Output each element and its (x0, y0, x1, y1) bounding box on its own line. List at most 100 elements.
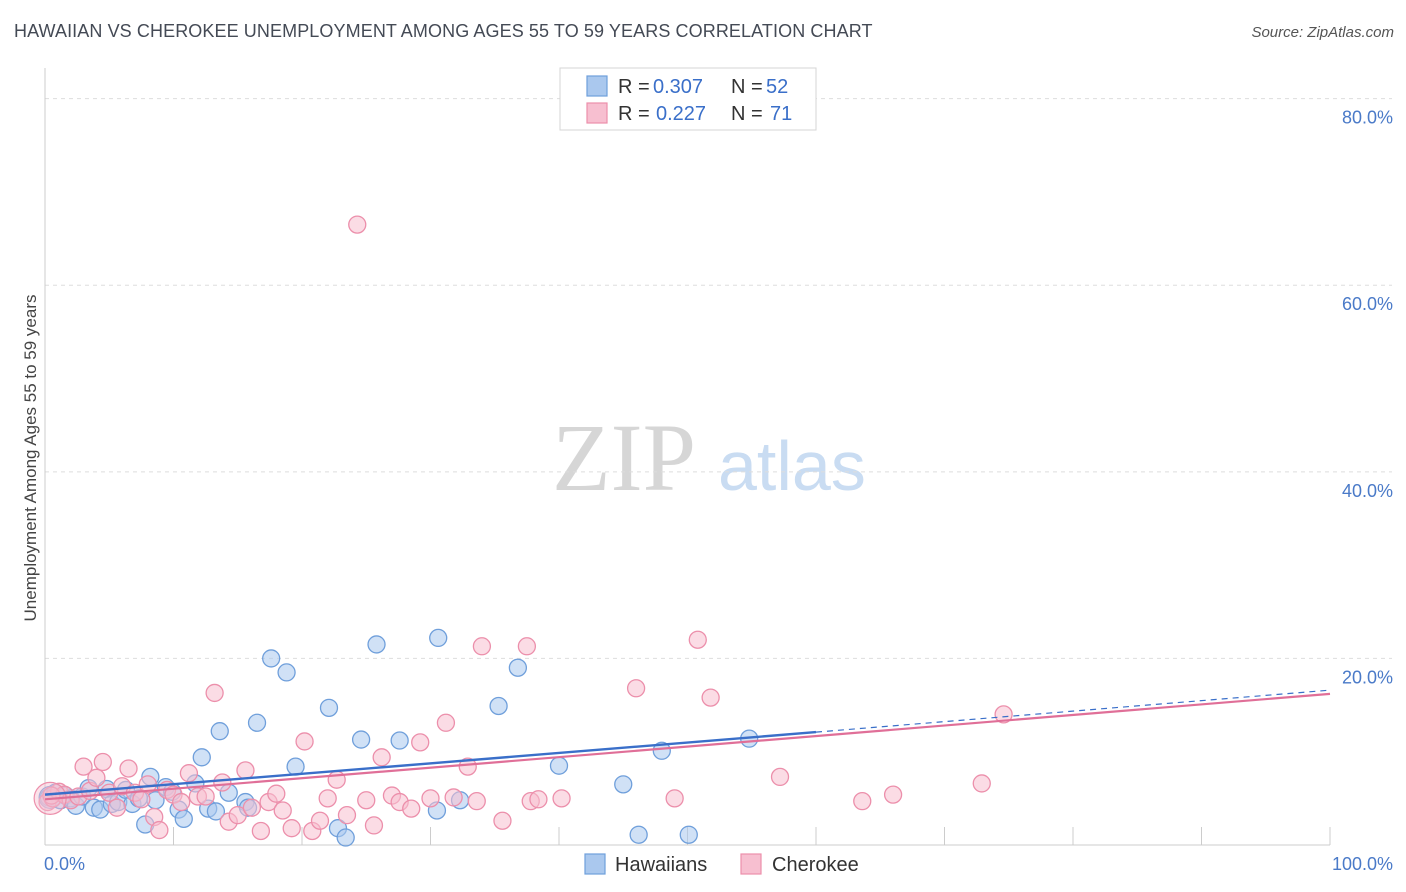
hawaiians-point (390, 731, 409, 750)
cherokee-point (411, 733, 430, 752)
hawaiians-point (429, 628, 448, 648)
tick-labels: 20.0% 40.0% 60.0% 80.0% 0.0% 100.0% (44, 108, 1393, 874)
cherokee-point (626, 679, 646, 698)
cherokee-point (853, 792, 872, 811)
hawaiians-point (629, 825, 648, 844)
cherokee-point (172, 792, 191, 812)
hawaiians-trend-line (44, 730, 817, 796)
cherokee-point (357, 791, 376, 810)
legend-n-label-1: N = (731, 76, 763, 98)
cherokee-point (318, 789, 337, 808)
source-credit: Source: ZipAtlas.com (1251, 24, 1394, 41)
legend-swatch-hawaiians (586, 75, 608, 97)
legend-swatch-cherokee (586, 102, 608, 124)
cherokee-point (472, 637, 492, 656)
cherokee-point (74, 757, 93, 776)
cherokee-point (688, 630, 707, 649)
y-tick-label: 40.0% (1342, 481, 1393, 501)
cherokee-point (552, 789, 571, 808)
cherokee-point (883, 785, 903, 804)
hawaiians-point (262, 649, 281, 668)
hawaiians-trend-extension (815, 689, 1331, 733)
axes (44, 68, 1331, 846)
cherokee-point (402, 799, 421, 818)
cherokee-point (310, 811, 330, 830)
cherokee-point (994, 705, 1013, 724)
cherokee-point (327, 770, 346, 789)
hawaiians-point (247, 713, 267, 732)
y-tick-label: 60.0% (1342, 294, 1393, 314)
cherokee-point (179, 764, 199, 783)
bottom-legend-swatch-cherokee (740, 853, 762, 875)
hawaiians-point (210, 722, 229, 741)
cherokee-point (364, 816, 384, 835)
hawaiians-point (192, 748, 211, 767)
cherokee-point (458, 757, 477, 776)
legend-r-label-1: R = (618, 76, 650, 98)
cherokee-point (348, 215, 367, 234)
legend-r-label-2: R = (618, 103, 650, 125)
hawaiians-point (277, 663, 296, 682)
cherokee-point (119, 759, 138, 778)
cherokee-point (972, 774, 991, 793)
legend-n-value-1: 52 (766, 76, 788, 98)
correlation-legend: R = 0.307 N = 52 R = 0.227 N = 71 (559, 67, 817, 131)
chart-title: HAWAIIAN VS CHEROKEE UNEMPLOYMENT AMONG … (14, 21, 873, 41)
cherokee-point (236, 761, 255, 780)
gridlines (45, 98, 1392, 659)
cherokee-point (421, 789, 440, 808)
legend-r-value-2: 0.227 (656, 103, 706, 125)
cherokee-point (282, 819, 301, 838)
bottom-legend-label-cherokee: Cherokee (772, 854, 859, 876)
cherokee-point (196, 787, 215, 806)
cherokee-point (213, 773, 232, 792)
cherokee-point (295, 732, 314, 751)
cherokee-point (205, 683, 224, 703)
legend-n-value-2: 71 (770, 103, 792, 125)
cherokee-point (517, 637, 537, 656)
hawaiians-point (489, 696, 508, 716)
watermark-zip-text: ZIP (552, 404, 696, 511)
cherokee-point (444, 788, 463, 807)
bottom-legend-label-hawaiians: Hawaiians (615, 854, 707, 876)
y-tick-label: 20.0% (1342, 667, 1393, 687)
cherokee-point (529, 790, 548, 809)
x-tick-label: 0.0% (44, 854, 85, 874)
cherokee-point (273, 801, 292, 820)
hawaiians-point (549, 756, 569, 775)
x-tick-label: 100.0% (1332, 854, 1393, 874)
hawaiians-point (206, 802, 226, 821)
legend-n-label-2: N = (731, 103, 763, 125)
cherokee-point (701, 688, 720, 707)
hawaiians-point (652, 741, 671, 760)
hawaiians-point (614, 775, 633, 794)
cherokee-point (242, 798, 262, 817)
cherokee-point (87, 768, 106, 787)
y-axis-title: Unemployment Among Ages 55 to 59 years (21, 295, 40, 622)
cherokee-point (337, 805, 357, 825)
cherokee-point (107, 798, 127, 817)
y-tick-label: 80.0% (1342, 108, 1393, 128)
hawaiians-point (174, 809, 193, 829)
cherokee-trend-line (44, 692, 1331, 801)
cherokee-point (770, 767, 790, 787)
cherokee-point (93, 752, 112, 772)
trend-lines (44, 689, 1331, 801)
cherokee-point (372, 748, 391, 767)
series-legend: Hawaiians Cherokee (584, 853, 859, 876)
cherokee-point (138, 775, 157, 794)
bottom-legend-swatch-hawaiians (584, 853, 606, 875)
hawaiians-point (286, 757, 305, 776)
watermark: ZIP atlas (552, 404, 866, 511)
cherokee-point (251, 821, 271, 841)
hawaiians-point (336, 828, 355, 847)
cherokee-point (467, 792, 486, 811)
hawaiians-point (367, 635, 386, 654)
hawaiians-point (319, 698, 339, 718)
cherokee-point (267, 784, 286, 803)
cherokee-point (493, 811, 512, 830)
legend-r-value-1: 0.307 (653, 76, 703, 98)
cherokee-points (33, 215, 1013, 841)
cherokee-point (665, 789, 684, 808)
